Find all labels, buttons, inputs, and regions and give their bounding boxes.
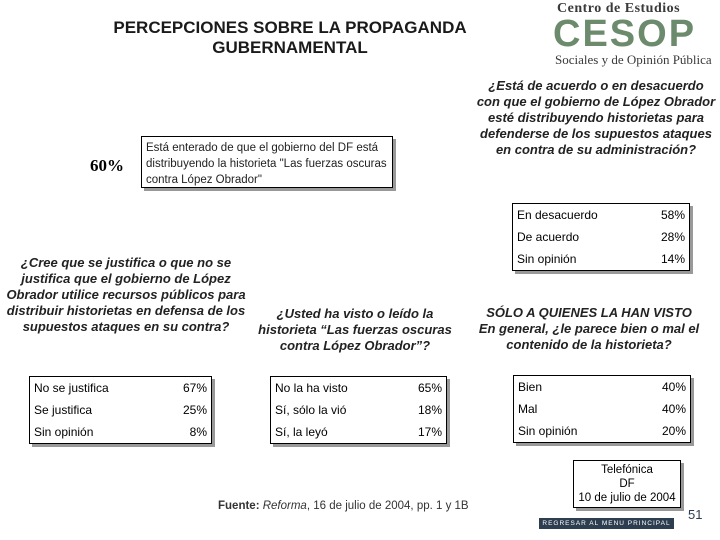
source-label: Fuente: (218, 500, 260, 512)
highlight-text-box: Está enterado de que el gobierno del DF … (141, 136, 393, 188)
question-filter-label: SÓLO A QUIENES LA HAN VISTO (486, 305, 692, 320)
row-value: 40% (661, 380, 686, 394)
return-menu-button[interactable]: REGRESAR AL MENU PRINCIPAL (539, 518, 674, 529)
row-value: 17% (417, 425, 442, 439)
question-seen-comic: ¿Usted ha visto o leído la historieta “L… (258, 306, 452, 353)
row-value: 65% (417, 381, 442, 395)
survey-method-box: Telefónica DF 10 de julio de 2004 (573, 460, 681, 508)
row-label: Bien (518, 380, 543, 394)
cesop-logo: Centro de Estudios CESOP Sociales y de O… (543, 0, 718, 70)
table-row: Se justifica 25% (30, 399, 212, 421)
logo-mark: CESOP (553, 13, 697, 55)
logo-line2: Sociales y de Opinión Pública (555, 52, 712, 67)
row-value: 28% (660, 230, 685, 244)
question-agreement: ¿Está de acuerdo o en desacuerdo con que… (476, 78, 716, 157)
row-value: 8% (189, 425, 207, 439)
table-row: Mal 40% (514, 398, 691, 420)
row-label: Sin opinión (34, 425, 94, 439)
survey-date: 10 de julio de 2004 (578, 492, 676, 504)
table-row: Sí, la leyó 17% (271, 421, 447, 444)
row-label: Sí, sólo la vió (275, 403, 347, 417)
table-row: Sí, sólo la vió 18% (271, 399, 447, 421)
results-table-seen: No la ha visto 65% Sí, sólo la vió 18% Sí,… (270, 376, 447, 444)
row-value: 25% (182, 403, 207, 417)
results-table-justification: No se justifica 67% Se justifica 25% Sin o… (29, 376, 212, 444)
source-details: , 16 de julio de 2004, pp. 1 y 1B (306, 500, 469, 512)
row-value: 20% (661, 424, 686, 438)
results-table-agreement: En desacuerdo 58% De acuerdo 28% Sin opini… (512, 203, 690, 271)
table-row: No se justifica 67% (30, 377, 212, 400)
row-value: 40% (661, 402, 686, 416)
table-row: Sin opinión 20% (514, 420, 691, 443)
row-value: 18% (417, 403, 442, 417)
row-label: Se justifica (34, 403, 93, 417)
question-justification: ¿Cree que se justifica o que no se justi… (6, 255, 246, 334)
survey-method: Telefónica (601, 464, 653, 476)
row-label: Mal (518, 402, 538, 416)
row-label: No se justifica (34, 381, 109, 395)
highlight-percent: 60% (90, 156, 124, 175)
survey-location: DF (619, 478, 635, 490)
table-row: Bien 40% (514, 376, 691, 399)
row-label: En desacuerdo (517, 208, 598, 222)
logo-line1: Centro de Estudios (557, 1, 681, 16)
row-label: No la ha visto (275, 381, 348, 395)
page-number: 51 (688, 507, 703, 522)
source-publication: Reforma (262, 500, 307, 512)
table-row: De acuerdo 28% (513, 226, 690, 248)
question-content-text: En general, ¿le parece bien o mal el con… (478, 321, 700, 352)
question-content-opinion: SÓLO A QUIENES LA HAN VISTO En general, … (460, 305, 718, 353)
row-label: De acuerdo (517, 230, 580, 244)
row-label: Sí, la leyó (275, 425, 328, 439)
page-title: PERCEPCIONES SOBRE LA PROPAGANDA GUBERNA… (113, 18, 467, 57)
row-value: 58% (660, 208, 685, 222)
table-row: Sin opinión 8% (30, 421, 212, 444)
table-row: En desacuerdo 58% (513, 204, 690, 227)
row-value: 14% (660, 252, 685, 266)
row-label: Sin opinión (518, 424, 578, 438)
table-row: Sin opinión 14% (513, 248, 690, 271)
row-label: Sin opinión (517, 252, 577, 266)
results-table-content-opinion: Bien 40% Mal 40% Sin opinión 20% (513, 375, 691, 443)
source-note: Fuente: Reforma, 16 de julio de 2004, pp… (218, 500, 469, 512)
row-value: 67% (182, 381, 207, 395)
table-row: No la ha visto 65% (271, 377, 447, 400)
